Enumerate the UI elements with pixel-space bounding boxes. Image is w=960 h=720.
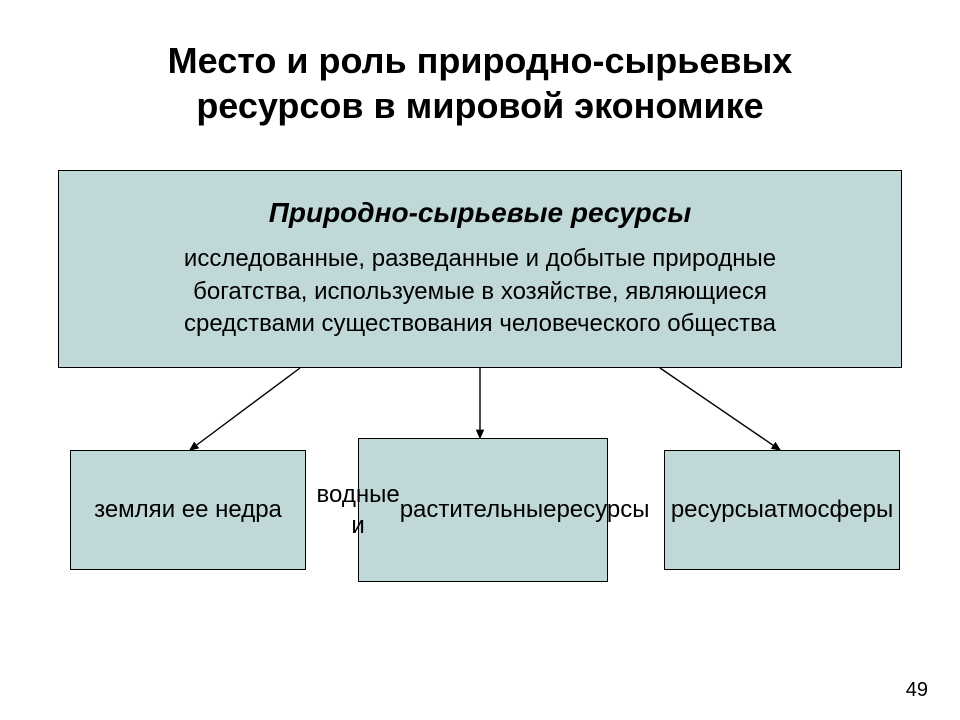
title-line-1: Место и роль природно-сырьевых xyxy=(168,40,793,81)
child-0-line-0: земля xyxy=(94,494,162,525)
arrow-0 xyxy=(190,368,300,450)
desc-line-1: исследованные, разведанные и добытые при… xyxy=(184,245,776,272)
child-1-line-1: растительные xyxy=(400,494,557,525)
main-definition-box: Природно-сырьевые ресурсы исследованные,… xyxy=(58,170,902,368)
child-box-1: водные ирастительныересурсы xyxy=(358,438,608,582)
slide-title: Место и роль природно-сырьевых ресурсов … xyxy=(0,38,960,128)
child-box-0: земляи ее недра xyxy=(70,450,306,570)
child-box-2: ресурсыатмосферы xyxy=(664,450,900,570)
main-box-heading: Природно-сырьевые ресурсы xyxy=(77,197,883,229)
slide: { "title_line1": "Место и роль природно-… xyxy=(0,0,960,720)
desc-line-3: средствами существования человеческого о… xyxy=(184,310,776,337)
title-line-2: ресурсов в мировой экономике xyxy=(196,85,763,126)
arrow-2 xyxy=(660,368,780,450)
desc-line-2: богатства, используемые в хозяйстве, явл… xyxy=(193,278,767,305)
main-box-description: исследованные, разведанные и добытые при… xyxy=(77,243,883,340)
page-number: 49 xyxy=(906,679,928,702)
child-2-line-1: атмосферы xyxy=(764,494,893,525)
child-0-line-1: и ее недра xyxy=(162,494,282,525)
child-2-line-0: ресурсы xyxy=(671,494,764,525)
child-1-line-0: водные и xyxy=(317,479,400,541)
child-1-line-2: ресурсы xyxy=(556,494,649,525)
